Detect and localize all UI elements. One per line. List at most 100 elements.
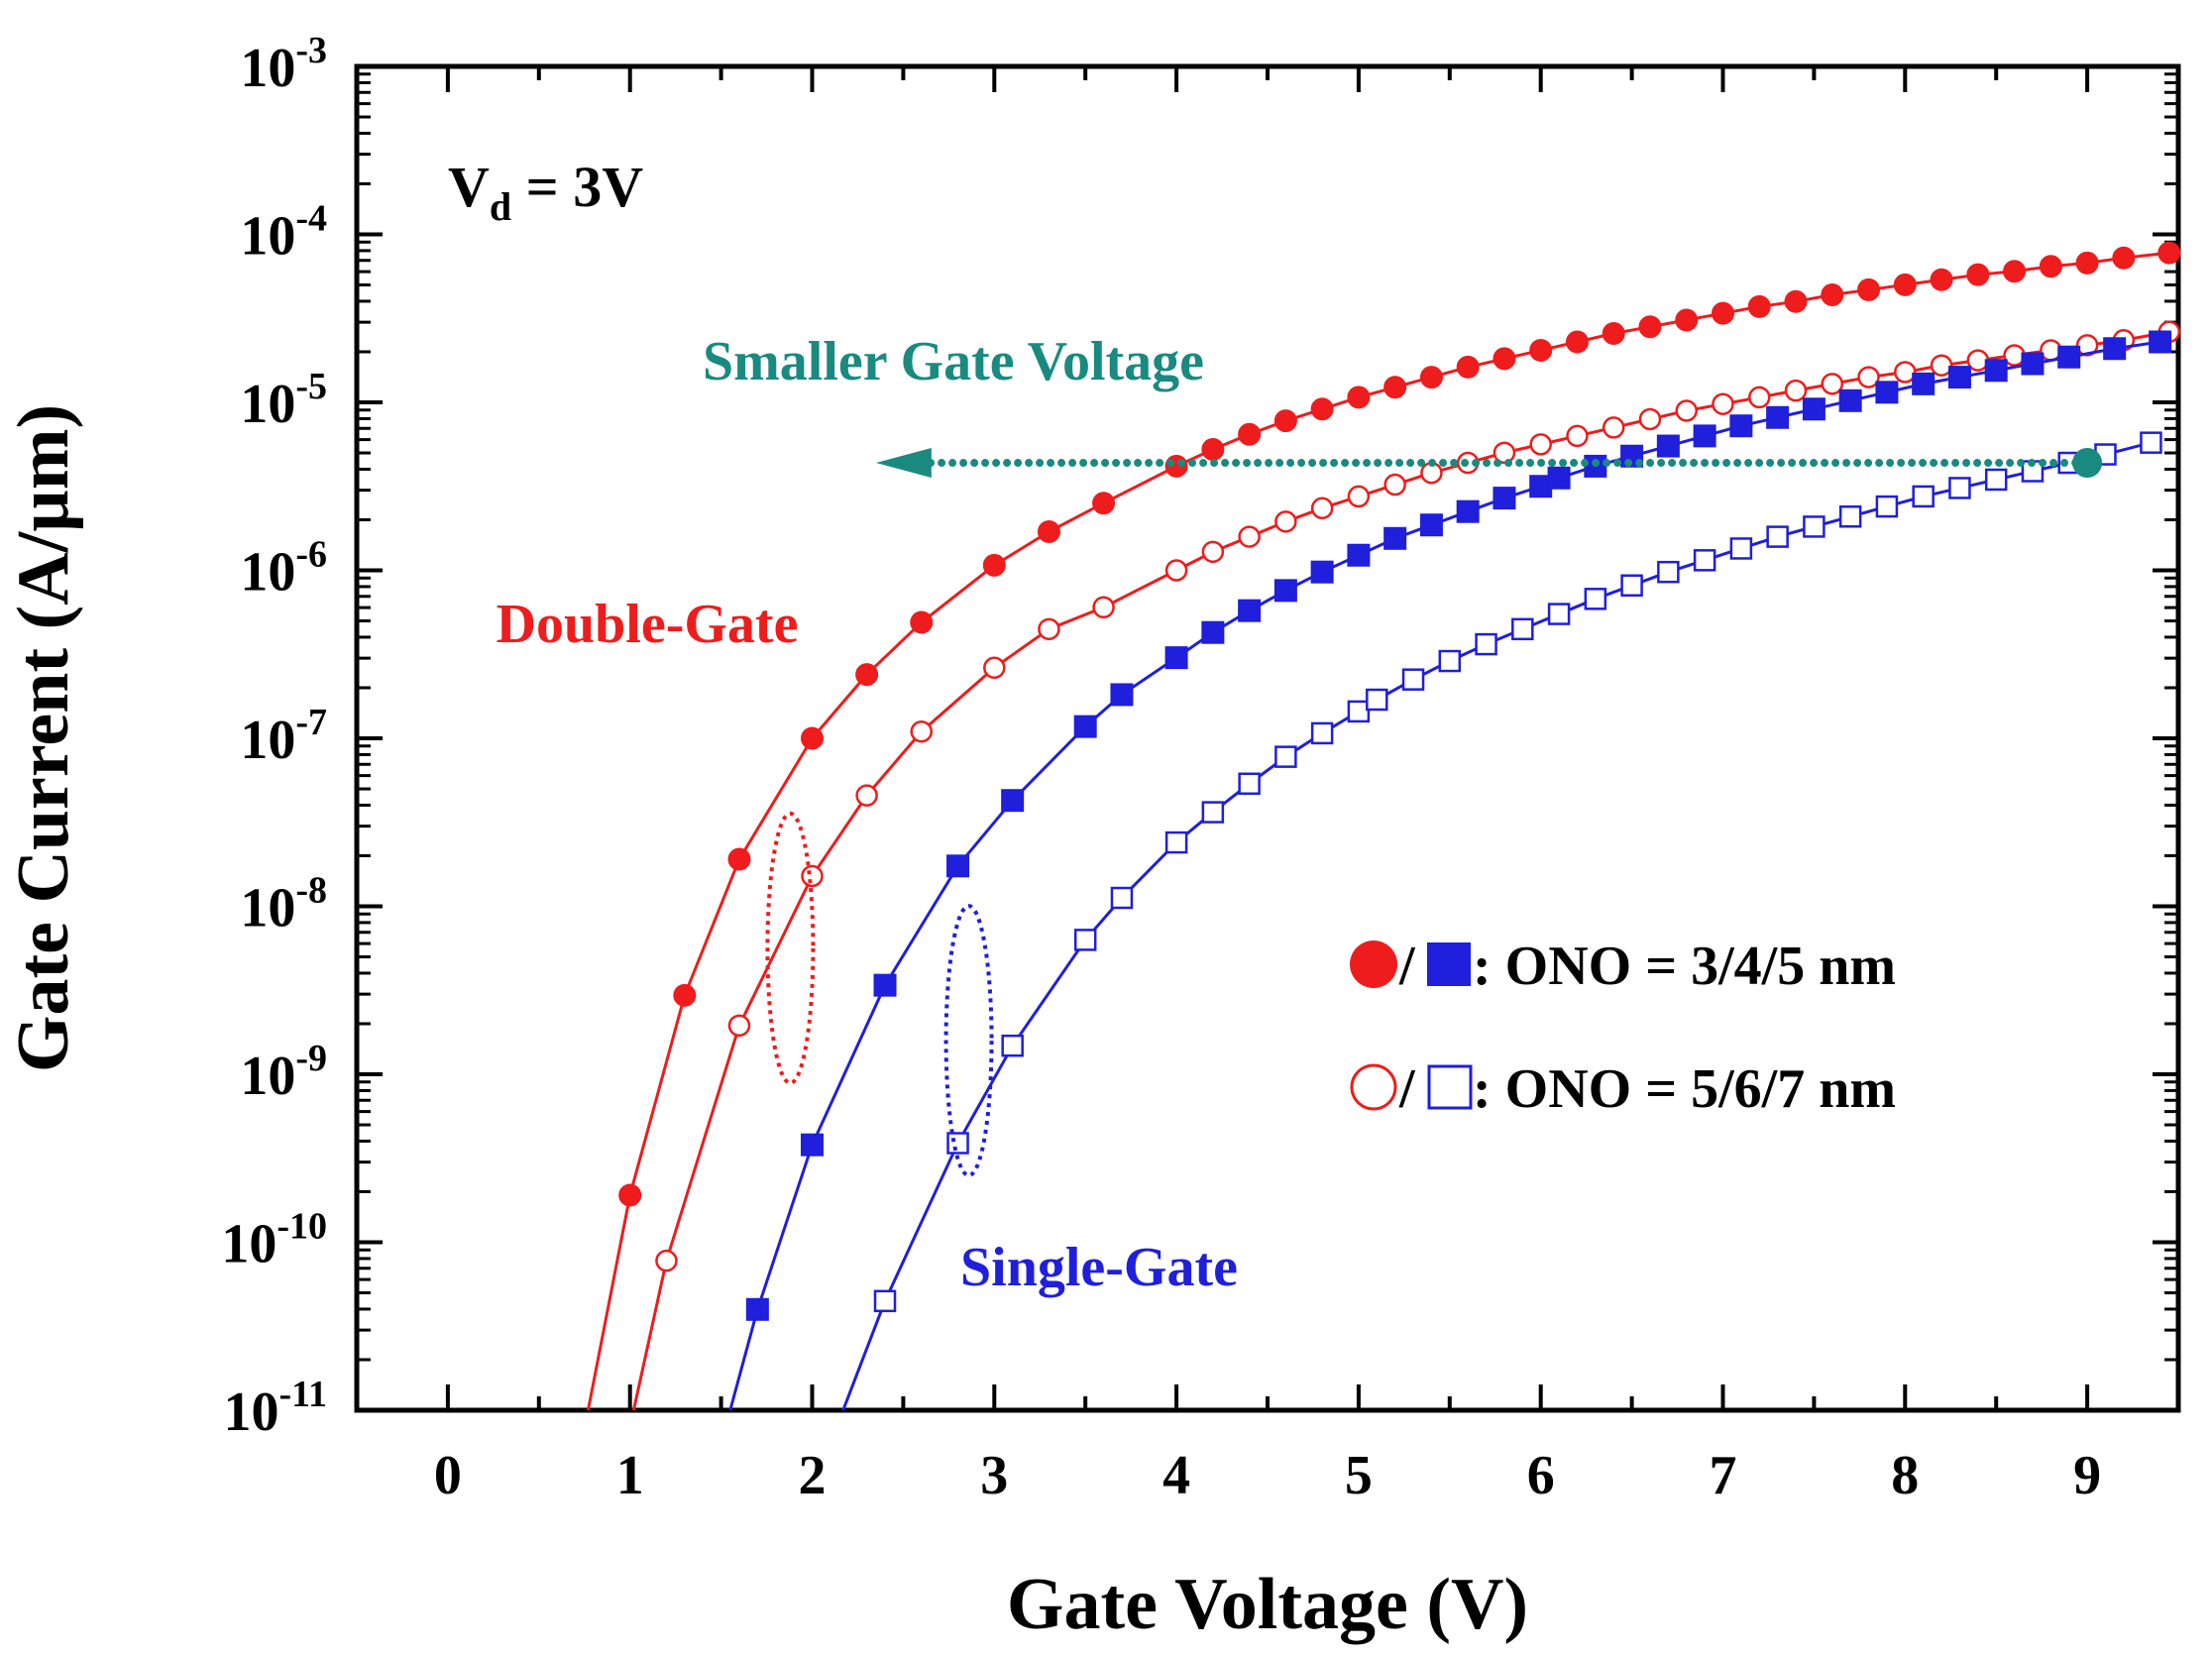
data-point xyxy=(1912,372,1936,395)
arrow-start-dot xyxy=(2072,448,2103,479)
arrow-dot xyxy=(1537,459,1546,468)
arrow-dot xyxy=(1908,459,1917,468)
data-point xyxy=(1273,409,1297,433)
data-point xyxy=(1164,559,1188,582)
arrow-dot xyxy=(1134,459,1143,468)
data-point xyxy=(2021,352,2045,376)
x-tick-label: 2 xyxy=(799,1445,827,1506)
x-axis-label: Gate Voltage (V) xyxy=(1007,1564,1528,1645)
arrow-dot xyxy=(1548,459,1557,468)
double-gate-label: Double-Gate xyxy=(497,594,799,655)
data-point xyxy=(946,1132,969,1155)
data-point xyxy=(1693,424,1716,448)
data-point xyxy=(1383,473,1406,497)
data-point xyxy=(1784,289,1808,313)
data-point xyxy=(1984,468,2008,492)
arrow-dot xyxy=(1810,459,1819,468)
arrow-dot xyxy=(1962,459,1971,468)
data-point xyxy=(1602,322,1625,346)
data-point xyxy=(1693,549,1716,572)
data-point xyxy=(1675,399,1698,422)
data-point xyxy=(1821,283,1844,307)
data-point xyxy=(1802,397,1825,421)
x-tick-label: 9 xyxy=(2073,1445,2101,1506)
legend-filled-square-marker xyxy=(1427,942,1471,986)
arrow-dot xyxy=(1145,459,1154,468)
arrow-dot xyxy=(1777,459,1786,468)
legend-separator-1: / xyxy=(1398,936,1416,997)
arrow-dot xyxy=(1679,459,1688,468)
arrow-dot xyxy=(1330,459,1339,468)
arrow-dot xyxy=(1308,459,1317,468)
arrow-head xyxy=(875,448,932,479)
data-point xyxy=(1984,359,2008,383)
data-point xyxy=(1201,620,1225,644)
data-point xyxy=(1821,373,1844,395)
y-tick-label: 10-5 xyxy=(240,366,327,435)
x-tick-label: 6 xyxy=(1527,1445,1555,1506)
arrow-dot xyxy=(1668,459,1677,468)
arrow-dot xyxy=(1374,459,1382,468)
arrow-dot xyxy=(1450,459,1459,468)
arrow-dot xyxy=(1254,459,1263,468)
data-point xyxy=(2103,337,2127,361)
arrow-dot xyxy=(1755,459,1764,468)
arrow-dot xyxy=(1265,459,1273,468)
data-point xyxy=(1712,392,1734,415)
arrow-dot xyxy=(2006,459,2015,468)
arrow-dot xyxy=(1210,459,1219,468)
arrow-dot xyxy=(1646,459,1655,468)
y-tick-label: 10-7 xyxy=(240,702,327,771)
data-point xyxy=(1401,668,1425,691)
arrow-dot xyxy=(1166,459,1175,468)
legend-open-square-marker xyxy=(1427,1064,1473,1110)
data-point xyxy=(1493,441,1516,465)
data-point xyxy=(1675,308,1699,332)
arrow-dot xyxy=(1581,459,1590,468)
arrow-dot xyxy=(1940,459,1949,468)
data-point xyxy=(2149,330,2172,354)
data-point xyxy=(1110,683,1134,707)
arrow-dot xyxy=(1472,459,1481,468)
arrow-dot xyxy=(1766,459,1775,468)
data-point xyxy=(727,847,751,871)
single-gate-label: Single-Gate xyxy=(960,1237,1238,1298)
data-point xyxy=(727,1014,751,1038)
data-point xyxy=(1565,330,1589,354)
arrow-dot xyxy=(1384,459,1393,468)
data-point xyxy=(1310,560,1334,584)
data-point xyxy=(2003,260,2027,283)
arrow-dot xyxy=(1286,459,1295,468)
arrow-dot xyxy=(1995,459,2004,468)
data-point xyxy=(1912,485,1935,508)
data-point xyxy=(1712,301,1734,325)
data-point xyxy=(1475,632,1497,656)
arrow-dot xyxy=(1930,459,1938,468)
arrow-dot xyxy=(1428,459,1437,468)
y-tick-labels: 10-3 10-4 10-5 10-6 10-7 10-8 10-9 10-10 10-11 xyxy=(221,30,327,1443)
legend-filled-circle-marker xyxy=(1350,940,1397,988)
data-point xyxy=(946,854,970,878)
data-point xyxy=(1274,745,1297,768)
y-tick-label: 10-10 xyxy=(221,1206,327,1275)
arrow-dot xyxy=(1821,459,1829,468)
data-point xyxy=(801,726,824,750)
y-tick-label: 10-3 xyxy=(240,30,327,99)
arrow-label: Smaller Gate Voltage xyxy=(703,331,1204,392)
data-point xyxy=(2157,241,2181,265)
arrow-dot xyxy=(1395,459,1404,468)
axis-ticks xyxy=(355,64,2180,1412)
group-ellipse xyxy=(765,811,816,1085)
data-point xyxy=(1493,487,1516,510)
arrow-dot xyxy=(1526,459,1535,468)
data-point xyxy=(1493,347,1516,371)
x-tick-label: 3 xyxy=(980,1445,1008,1506)
x-tick-label: 7 xyxy=(1710,1445,1737,1506)
arrow-dot xyxy=(1951,459,1960,468)
data-point xyxy=(1238,525,1261,548)
data-point xyxy=(855,663,879,687)
series-line xyxy=(586,251,2169,1411)
data-point xyxy=(2057,345,2081,369)
arrow-dot xyxy=(1112,459,1121,468)
data-point xyxy=(1511,617,1534,641)
